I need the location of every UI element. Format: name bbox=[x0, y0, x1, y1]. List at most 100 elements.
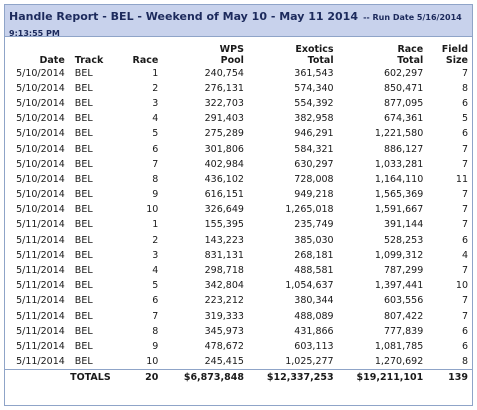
table-row: 5/11/2014 BEL 2 143,223 385,030 528,253 6 bbox=[5, 233, 472, 248]
row-exotics-total: 728,008 bbox=[294, 173, 334, 185]
row-field-size: 10 bbox=[455, 280, 468, 292]
row-exotics-total: 584,321 bbox=[294, 143, 334, 155]
row-wps-pool: 298,718 bbox=[204, 265, 244, 277]
row-date: 5/10/2014 bbox=[16, 97, 65, 109]
row-race-total: 1,397,441 bbox=[374, 280, 424, 292]
row-exotics-total: 380,344 bbox=[294, 295, 334, 307]
table-row: 5/10/2014 BEL 5 275,289 946,291 1,221,580 6 bbox=[5, 127, 472, 142]
row-wps-pool: 301,806 bbox=[204, 143, 244, 155]
row-exotics-total: 488,089 bbox=[294, 310, 334, 322]
row-date: 5/11/2014 bbox=[16, 234, 65, 246]
table-row: 5/10/2014 BEL 8 436,102 728,008 1,164,110 11 bbox=[5, 172, 472, 187]
table-row: 5/10/2014 BEL 6 301,806 584,321 886,127 7 bbox=[5, 142, 472, 157]
row-race: 3 bbox=[152, 249, 159, 261]
row-field-size: 7 bbox=[461, 310, 468, 322]
report-header: Handle Report - BEL - Weekend of May 10 … bbox=[5, 5, 472, 38]
row-race-total: 777,839 bbox=[383, 325, 424, 337]
row-date: 5/11/2014 bbox=[16, 355, 65, 367]
table-row: 5/10/2014 BEL 10 326,649 1,265,018 1,591,667 7 bbox=[5, 203, 472, 218]
row-race-total: 391,144 bbox=[383, 219, 424, 231]
table-row: 5/11/2014 BEL 9 478,672 603,113 1,081,785 6 bbox=[5, 339, 472, 354]
row-field-size: 7 bbox=[461, 189, 468, 201]
row-wps-pool: 143,223 bbox=[204, 234, 244, 246]
table-row: 5/11/2014 BEL 8 345,973 431,866 777,839 6 bbox=[5, 324, 472, 339]
row-track: BEL bbox=[74, 219, 93, 231]
table-row: 5/11/2014 BEL 6 223,212 380,344 603,556 7 bbox=[5, 294, 472, 309]
row-field-size: 4 bbox=[461, 249, 468, 261]
totals-race-total: $19,211,101 bbox=[337, 369, 428, 386]
table-row: 5/10/2014 BEL 4 291,403 382,958 674,361 5 bbox=[5, 112, 472, 127]
row-wps-pool: 342,804 bbox=[204, 280, 244, 292]
totals-race: 20 bbox=[114, 369, 163, 386]
table-row: 5/10/2014 BEL 7 402,984 630,297 1,033,281 7 bbox=[5, 157, 472, 172]
row-track: BEL bbox=[74, 173, 93, 185]
totals-label: TOTALS bbox=[5, 369, 115, 386]
row-race-total: 674,361 bbox=[383, 113, 424, 125]
row-wps-pool: 345,973 bbox=[204, 325, 244, 337]
row-wps-pool: 155,395 bbox=[204, 219, 244, 231]
row-track: BEL bbox=[74, 280, 93, 292]
row-wps-pool: 831,131 bbox=[204, 249, 244, 261]
row-date: 5/11/2014 bbox=[16, 249, 65, 261]
row-race: 4 bbox=[152, 265, 159, 277]
row-track: BEL bbox=[74, 265, 93, 277]
row-race: 10 bbox=[146, 355, 159, 367]
row-track: BEL bbox=[74, 310, 93, 322]
row-field-size: 5 bbox=[461, 113, 468, 125]
row-race: 8 bbox=[152, 325, 159, 337]
row-exotics-total: 1,054,637 bbox=[285, 280, 334, 292]
row-field-size: 6 bbox=[461, 97, 468, 109]
row-exotics-total: 949,218 bbox=[294, 189, 334, 201]
row-wps-pool: 319,333 bbox=[204, 310, 244, 322]
row-field-size: 7 bbox=[461, 265, 468, 277]
handle-report: Handle Report - BEL - Weekend of May 10 … bbox=[4, 4, 473, 406]
row-exotics-total: 268,181 bbox=[294, 249, 334, 261]
row-wps-pool: 240,754 bbox=[204, 67, 244, 79]
row-wps-pool: 402,984 bbox=[204, 158, 244, 170]
col-track: Track bbox=[74, 55, 104, 66]
row-exotics-total: 574,340 bbox=[294, 82, 334, 94]
row-wps-pool: 436,102 bbox=[204, 173, 244, 185]
handle-table: Date Track Race WPS Pool Exotics Total Rac… bbox=[5, 37, 472, 386]
row-race-total: 1,033,281 bbox=[374, 158, 424, 170]
table-row: 5/10/2014 BEL 1 240,754 361,543 602,297 7 bbox=[5, 66, 472, 81]
row-race-total: 1,081,785 bbox=[374, 340, 424, 352]
totals-row: TOTALS 20 $6,873,848 $12,337,253 $19,211… bbox=[5, 369, 472, 386]
col-wps-line2: Pool bbox=[220, 55, 244, 66]
col-exotics-line1: Exotics bbox=[295, 44, 334, 55]
row-race: 5 bbox=[152, 280, 159, 292]
col-date: Date bbox=[39, 55, 65, 66]
row-race: 7 bbox=[152, 158, 159, 170]
column-header-row: Date Track Race WPS Pool Exotics Total Rac… bbox=[5, 37, 472, 66]
table-row: 5/11/2014 BEL 10 245,415 1,025,277 1,270,692 8 bbox=[5, 355, 472, 370]
row-date: 5/10/2014 bbox=[16, 113, 65, 125]
row-field-size: 7 bbox=[461, 67, 468, 79]
row-race: 9 bbox=[152, 189, 159, 201]
row-race: 1 bbox=[152, 219, 159, 231]
row-exotics-total: 235,749 bbox=[294, 219, 334, 231]
row-race: 2 bbox=[152, 234, 159, 246]
row-exotics-total: 1,025,277 bbox=[285, 355, 334, 367]
col-wps-pool: WPS Pool bbox=[162, 37, 248, 66]
table-row: 5/11/2014 BEL 7 319,333 488,089 807,422 7 bbox=[5, 309, 472, 324]
row-race: 4 bbox=[152, 113, 159, 125]
col-race-total-line2: Total bbox=[397, 55, 424, 66]
row-exotics-total: 382,958 bbox=[294, 113, 334, 125]
row-race: 9 bbox=[152, 340, 159, 352]
table-row: 5/11/2014 BEL 1 155,395 235,749 391,144 7 bbox=[5, 218, 472, 233]
table-row: 5/10/2014 BEL 9 616,151 949,218 1,565,369 7 bbox=[5, 188, 472, 203]
row-track: BEL bbox=[74, 204, 93, 216]
row-date: 5/10/2014 bbox=[16, 189, 65, 201]
row-track: BEL bbox=[74, 249, 93, 261]
col-exotics-line2: Total bbox=[307, 55, 334, 66]
row-wps-pool: 245,415 bbox=[204, 355, 244, 367]
row-race: 10 bbox=[146, 204, 159, 216]
row-race-total: 807,422 bbox=[383, 310, 424, 322]
row-field-size: 6 bbox=[461, 128, 468, 140]
col-race-total: Race Total bbox=[338, 37, 428, 66]
row-track: BEL bbox=[74, 340, 93, 352]
row-date: 5/11/2014 bbox=[16, 295, 65, 307]
col-race-total-line1: Race bbox=[397, 44, 424, 55]
col-field-size-line1: Field bbox=[441, 44, 468, 55]
row-exotics-total: 554,392 bbox=[294, 97, 334, 109]
